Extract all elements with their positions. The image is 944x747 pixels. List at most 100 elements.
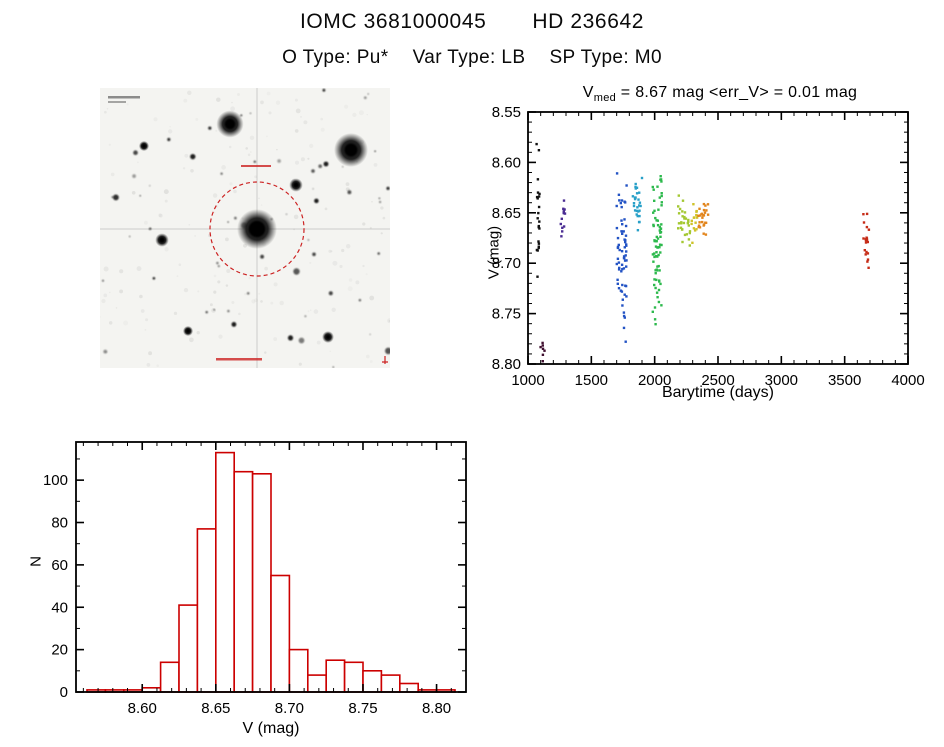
sky-noise-blob xyxy=(139,294,143,299)
scatter-point-epoch-8 xyxy=(698,226,702,229)
sky-noise-blob xyxy=(136,266,142,272)
field-star xyxy=(377,252,380,255)
scatter-point-epoch-8 xyxy=(702,214,706,217)
field-star xyxy=(128,235,131,238)
sky-noise-blob xyxy=(341,248,345,253)
histogram-bar xyxy=(306,674,327,693)
scatter-point-epoch-6 xyxy=(680,222,683,225)
sky-noise-blob xyxy=(182,167,186,170)
histogram-yaxis-title: N xyxy=(27,556,45,567)
scatter-point-epoch-5 xyxy=(656,224,660,227)
sky-noise-blob xyxy=(213,290,217,294)
scatter-point-epoch-6 xyxy=(683,215,686,219)
scatter-point-epoch-4 xyxy=(636,229,640,232)
sky-noise-blob xyxy=(136,161,139,164)
sky-noise-blob xyxy=(217,280,221,284)
scatter-point-epoch-3 xyxy=(615,262,618,266)
sky-noise-blob xyxy=(310,309,312,311)
scatter-point-epoch-5 xyxy=(653,278,656,281)
scatter-point-epoch-8 xyxy=(702,232,705,235)
scatter-point-epoch-4 xyxy=(638,204,641,207)
y-tick-label: 100 xyxy=(43,472,68,489)
scatter-point-epoch-3 xyxy=(615,172,619,175)
x-tick-label: 4000 xyxy=(891,372,924,389)
scatter-point-epoch-5 xyxy=(654,286,657,290)
sky-noise-blob xyxy=(103,266,109,272)
vmed-value-text: = 8.67 mag <err_V> = 0.01 mag xyxy=(616,84,858,101)
scatter-point-epoch-2 xyxy=(562,199,566,202)
sky-noise-blob xyxy=(108,143,111,146)
sky-noise-blob xyxy=(352,112,357,118)
scatter-point-epoch-4 xyxy=(638,201,642,204)
sky-noise-blob xyxy=(244,292,247,296)
field-star xyxy=(378,197,381,200)
var-type-label: Var Type: LB xyxy=(412,47,526,68)
scatter-point-epoch-1 xyxy=(538,227,541,230)
field-star xyxy=(386,186,390,191)
sky-noise-blob xyxy=(146,363,151,367)
y-tick-label: 8.65 xyxy=(492,205,521,222)
scatter-point-epoch-3 xyxy=(625,250,628,253)
scatter-point-epoch-1b xyxy=(541,341,544,345)
y-tick-label: 8.70 xyxy=(492,255,521,272)
sky-noise-blob xyxy=(115,307,118,309)
scatter-point-epoch-5 xyxy=(653,209,656,212)
sky-noise-blob xyxy=(324,207,328,211)
corner-tick-mark xyxy=(382,356,388,364)
target-annotation-mark xyxy=(241,165,271,167)
histogram-bar xyxy=(159,661,180,693)
scatter-point-epoch-5 xyxy=(655,291,659,294)
scatter-point-epoch-5 xyxy=(651,310,654,313)
page-subtitle: O Type: Pu* Var Type: LB SP Type: M0 xyxy=(0,47,944,69)
scatter-point-epoch-8 xyxy=(705,209,708,212)
scatter-point-epoch-7 xyxy=(690,219,693,222)
scatter-point-epoch-9 xyxy=(867,228,871,231)
histogram-bar xyxy=(251,472,272,693)
sky-noise-blob xyxy=(106,108,109,110)
field-star xyxy=(190,153,196,160)
sky-noise-blob xyxy=(230,106,236,112)
scatter-point-epoch-5 xyxy=(655,278,658,282)
scatter-point-epoch-8 xyxy=(704,204,707,207)
scatter-point-epoch-3 xyxy=(617,193,621,196)
scatter-point-epoch-1 xyxy=(536,191,540,194)
sky-noise-blob xyxy=(237,93,240,96)
scatter-point-epoch-5 xyxy=(652,260,655,263)
scatter-point-epoch-6 xyxy=(687,218,690,222)
scatter-point-epoch-2 xyxy=(559,222,562,226)
sky-noise-blob xyxy=(345,182,350,186)
sky-noise-blob xyxy=(221,165,226,170)
scatter-point-epoch-4 xyxy=(632,202,636,205)
lightcurve-yaxis-title: V (mag) xyxy=(485,225,503,280)
scatter-point-epoch-5 xyxy=(659,231,662,234)
sky-noise-blob xyxy=(209,303,213,307)
scatter-point-epoch-3 xyxy=(620,205,623,209)
sky-noise-blob xyxy=(345,187,350,192)
scatter-point-epoch-9 xyxy=(864,241,868,244)
field-star xyxy=(312,188,314,190)
scatter-point-epoch-6 xyxy=(688,231,691,235)
sky-noise-blob xyxy=(307,157,310,160)
scatter-point-epoch-5 xyxy=(660,204,663,207)
scatter-point-epoch-1b xyxy=(541,344,544,347)
scatter-point-epoch-9 xyxy=(866,260,869,263)
field-star xyxy=(167,137,171,142)
sky-noise-blob xyxy=(108,321,113,325)
sky-noise-blob xyxy=(266,91,271,96)
histogram-bar xyxy=(178,604,199,693)
sky-noise-blob xyxy=(298,362,302,366)
y-tick-label: 8.75 xyxy=(492,306,521,323)
sky-noise-blob xyxy=(176,275,179,278)
scatter-point-epoch-5 xyxy=(654,269,657,272)
sky-noise-blob xyxy=(140,309,145,313)
lightcurve-title: Vmed = 8.67 mag <err_V> = 0.01 mag xyxy=(520,84,920,104)
sky-noise-blob xyxy=(226,268,231,274)
field-star xyxy=(139,195,141,197)
scatter-point-epoch-4 xyxy=(637,198,640,201)
scatter-point-epoch-6 xyxy=(677,212,681,215)
scatter-point-epoch-5 xyxy=(660,243,663,247)
scatter-point-epoch-1 xyxy=(536,178,540,181)
scatter-point-epoch-2 xyxy=(560,235,563,238)
sky-noise-blob xyxy=(294,129,299,133)
y-tick-label: 8.55 xyxy=(492,106,521,121)
